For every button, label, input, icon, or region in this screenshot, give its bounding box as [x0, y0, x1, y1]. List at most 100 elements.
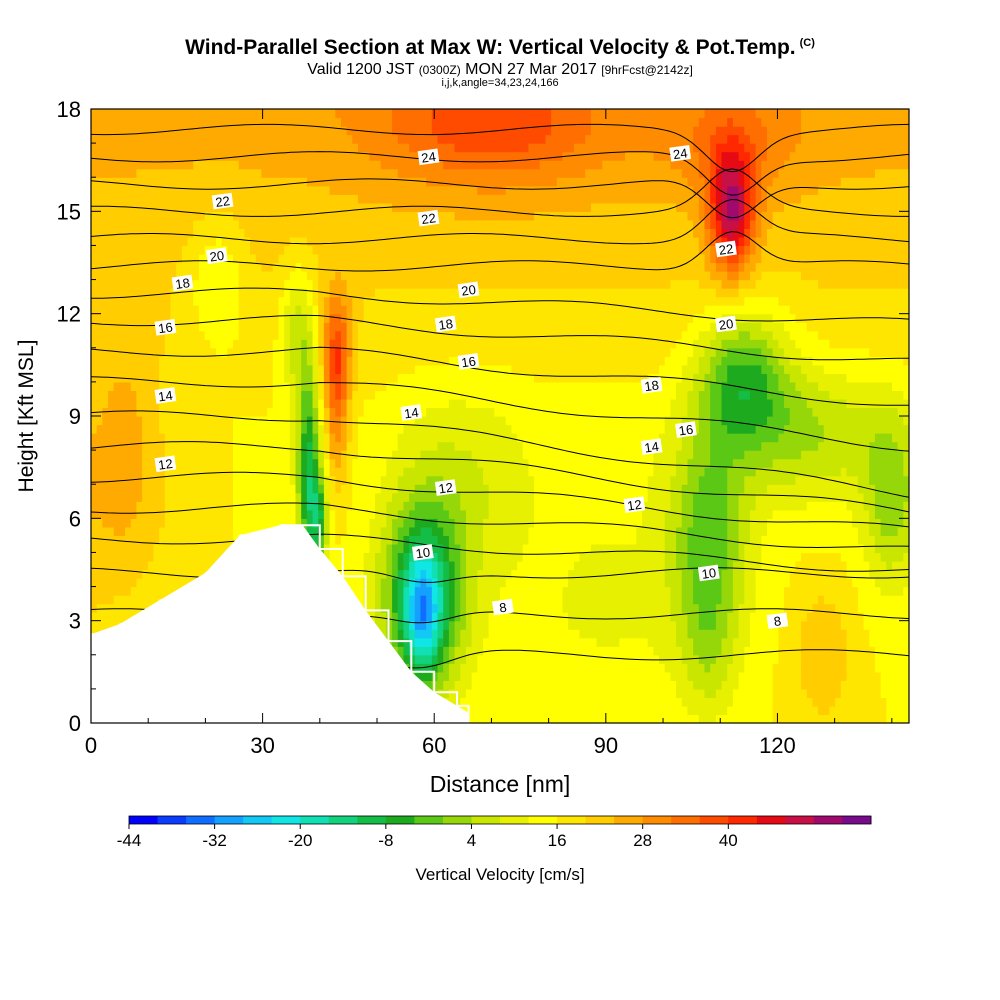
- y-tick-label: 15: [57, 199, 81, 224]
- theta-label-text: 12: [157, 456, 173, 473]
- theta-label: 16: [154, 318, 177, 336]
- theta-label: 16: [675, 421, 697, 439]
- colorbar-frame: [128, 815, 872, 825]
- theta-contour-line: [91, 123, 909, 173]
- section-params: i,j,k,angle=34,23,24,166: [441, 77, 559, 89]
- theta-contour-line: [91, 471, 909, 528]
- theta-contour-line: [91, 151, 909, 196]
- colorbar-swatch: [756, 816, 786, 824]
- theta-label-text: 14: [157, 388, 173, 405]
- x-tick-label: 30: [250, 733, 274, 758]
- theta-label-text: 14: [403, 405, 419, 422]
- theta-contour-line: [91, 533, 909, 572]
- theta-label-text: 18: [174, 275, 190, 292]
- theta-label-text: 22: [718, 241, 734, 258]
- theta-label: 18: [640, 376, 663, 394]
- colorbar-swatch: [614, 816, 644, 824]
- theta-label: 8: [492, 598, 514, 616]
- theta-label: 24: [669, 144, 692, 162]
- y-axis-label: Height [Kft MSL]: [15, 340, 38, 493]
- theta-label-text: 18: [643, 377, 659, 394]
- theta-label: 10: [411, 544, 434, 561]
- theta-label: 8: [766, 612, 789, 629]
- theta-label: 14: [400, 404, 423, 422]
- colorbar-swatch: [414, 816, 444, 824]
- colorbar-swatch: [785, 816, 815, 824]
- theta-label: 12: [154, 455, 177, 473]
- theta-label-text: 10: [415, 544, 431, 561]
- theta-contour-line: [91, 376, 909, 452]
- theta-contour-line: [91, 168, 909, 217]
- y-tick-label: 6: [69, 506, 81, 531]
- colorbar-tick-label: -20: [288, 831, 313, 850]
- theta-label: 22: [211, 192, 234, 210]
- colorbar-swatch: [813, 816, 843, 824]
- colorbar-tick-label: 28: [633, 831, 652, 850]
- colorbar-swatch: [357, 816, 387, 824]
- colorbar-tick-label: -44: [117, 831, 142, 850]
- theta-label: 12: [434, 479, 457, 497]
- theta-label-text: 16: [157, 319, 173, 336]
- colorbar-swatch: [442, 816, 472, 824]
- colorbar-swatch: [385, 816, 415, 824]
- theta-label-text: 20: [209, 248, 225, 265]
- colorbar-tick-label: 4: [467, 831, 476, 850]
- colorbar-swatch: [585, 816, 615, 824]
- theta-label: 20: [457, 281, 480, 299]
- x-tick-label: 0: [85, 733, 97, 758]
- theta-label-text: 10: [701, 565, 717, 582]
- valid-utc: (0300Z): [418, 63, 461, 77]
- colorbar-swatch: [500, 816, 530, 824]
- colorbar-swatch: [557, 816, 587, 824]
- theta-label: 20: [205, 247, 228, 265]
- colorbar-swatch: [728, 816, 758, 824]
- theta-contour-labels: 8 8 10 10 12 12 12 14 14 14 16 16 16 18 18 18 20 20 20 22 22…: [154, 144, 789, 629]
- colorbar-swatch: [300, 816, 330, 824]
- theta-label-text: 24: [672, 145, 688, 162]
- terrain-profile: [91, 524, 470, 723]
- chart-subtitle: Valid 1200 JST (0300Z) MON 27 Mar 2017 […: [0, 61, 1000, 79]
- chart-title: Wind-Parallel Section at Max W: Vertical…: [185, 36, 815, 59]
- theta-label-text: 22: [214, 193, 230, 210]
- x-tick-label: 60: [422, 733, 446, 758]
- colorbar-swatch: [186, 816, 216, 824]
- theta-contour-line: [91, 410, 909, 498]
- y-tick-label: 12: [57, 302, 81, 327]
- colorbar-swatch: [642, 816, 672, 824]
- valid-time: Valid 1200 JST: [307, 61, 415, 78]
- colorbar-swatch: [699, 816, 729, 824]
- colorbar-tick-label: 16: [548, 831, 567, 850]
- theta-label-text: 20: [718, 316, 734, 333]
- x-tick-label: 90: [594, 733, 618, 758]
- theta-label-text: 8: [773, 613, 782, 629]
- y-tick-label: 18: [57, 97, 81, 122]
- x-axis-label: Distance [nm]: [430, 771, 571, 797]
- terrain-fill: [91, 525, 469, 723]
- theta-label-text: 16: [460, 353, 476, 370]
- colorbar-swatch: [243, 816, 273, 824]
- theta-label: 24: [417, 148, 440, 166]
- theta-label-text: 12: [438, 480, 454, 497]
- y-tick-label: 3: [69, 609, 81, 634]
- theta-label: 20: [715, 315, 737, 333]
- theta-label: 12: [623, 496, 646, 514]
- theta-contour-line: [91, 287, 909, 322]
- colorbar-swatch: [842, 816, 872, 824]
- colorbar-label: Vertical Velocity [cm/s]: [415, 865, 584, 884]
- colorbar-swatch: [528, 816, 558, 824]
- theta-label: 14: [154, 387, 177, 405]
- colorbar-swatch: [471, 816, 501, 824]
- theta-label-text: 8: [498, 600, 507, 616]
- theta-label: 22: [715, 240, 737, 258]
- colorbar-tick-label: -8: [378, 831, 393, 850]
- x-tick-label: 120: [759, 733, 796, 758]
- theta-label-text: 20: [460, 282, 476, 299]
- theta-label-text: 14: [643, 439, 659, 456]
- theta-label: 10: [697, 564, 720, 582]
- colorbar-swatch: [671, 816, 701, 824]
- axes: 0 30 60 90 120 0 3 6 9 12 15 18: [57, 97, 909, 758]
- colorbar-swatch: [129, 816, 159, 824]
- theta-label-text: 18: [438, 316, 454, 333]
- theta-contour-line: [91, 198, 909, 245]
